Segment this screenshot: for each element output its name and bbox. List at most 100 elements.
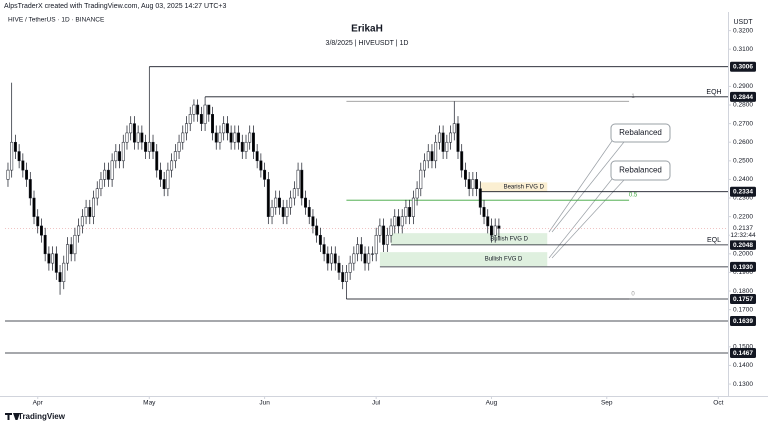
candle-body [497,225,501,229]
candle [348,255,352,280]
candle-body [452,123,456,134]
candle [292,181,296,206]
candle [493,218,497,243]
candle [80,209,84,234]
callout-text: Rebalanced [619,166,662,175]
candle [304,190,307,215]
candle-body [333,253,337,264]
candle-body [66,244,69,264]
candle-body [6,169,10,180]
candle [39,218,43,243]
candle-body [95,188,99,199]
candle [129,116,133,141]
candle [278,190,281,215]
candle-body [203,104,207,124]
candle [13,134,17,159]
candle [497,218,501,238]
callout-text: Rebalanced [619,128,662,137]
candle [359,237,363,262]
y-tick-label: 0.1400 [733,362,753,369]
candle-body [229,132,233,143]
candle [244,134,248,159]
x-tick-label: Sep [601,400,613,407]
candle-body [88,207,92,217]
y-tick-label: 0.1900 [733,269,753,276]
candle-body [460,151,464,171]
candle [58,264,62,295]
candle-body [54,253,58,273]
candle [229,125,233,150]
candle-body [43,234,47,255]
callout-box [610,160,671,181]
candle [155,144,159,178]
price-tag-label: 0.2844 [733,94,753,101]
candle-body [419,169,423,189]
candle-body [322,244,326,255]
candle [367,246,371,271]
chart-subtitle: 3/8/2025 | HIVEUSDT | 1D [326,40,409,47]
candle-body [214,132,218,143]
x-tick-label: Jun [259,400,270,407]
candle-body [248,132,252,143]
candle [166,162,170,197]
candle [110,153,114,187]
candle [240,134,244,159]
candle [430,144,434,169]
candle-body [17,151,21,162]
price-tag-label: 0.1930 [733,264,753,271]
candle-body [240,141,244,152]
candle [207,104,211,122]
candle [51,246,55,271]
candle-body [162,179,166,189]
candle-body [129,123,133,134]
price-tag [730,347,756,358]
last-price-bg [730,223,756,241]
candle-body [80,216,84,227]
candle [259,153,263,178]
candle [43,227,47,262]
candle-body [449,132,453,143]
candle-body [166,169,170,189]
candle-body [289,197,293,208]
candle-body [437,132,441,143]
candle [270,199,274,225]
candle [73,227,77,262]
x-tick-label: Jul [372,400,381,407]
candle [452,101,456,141]
fvg-zone [480,182,548,192]
fvg-zone [379,252,548,267]
candle [419,162,423,197]
candle [144,134,148,159]
candle [188,106,192,132]
last-price-label: 0.2137 [733,225,753,232]
candle [352,246,356,271]
candle [255,144,259,169]
candle-body [159,169,162,180]
candle-body [140,132,144,143]
candle [363,246,367,271]
x-tick-label: Aug [486,400,498,407]
candle [263,162,267,187]
candle-body [371,253,374,255]
candle [132,116,136,150]
candle-body [244,141,248,152]
callout-box [610,123,671,143]
price-tag-label: 0.2334 [733,189,753,196]
candle-body [307,207,311,217]
candle-body [393,216,397,227]
candle [330,246,333,271]
candle [114,144,118,169]
candle-body [192,104,196,115]
candle-body [199,114,203,124]
brand-logo [5,413,20,420]
chart-title: ErikaH [351,24,383,35]
candle-body [274,197,278,208]
candle-body [121,141,125,162]
symbol: HIVE / TetherUS · 1D · BINANCE [8,17,105,24]
candle-body [341,272,345,282]
candle [136,125,140,150]
candle [214,125,218,150]
candle [118,144,121,169]
candle-body [84,207,88,217]
